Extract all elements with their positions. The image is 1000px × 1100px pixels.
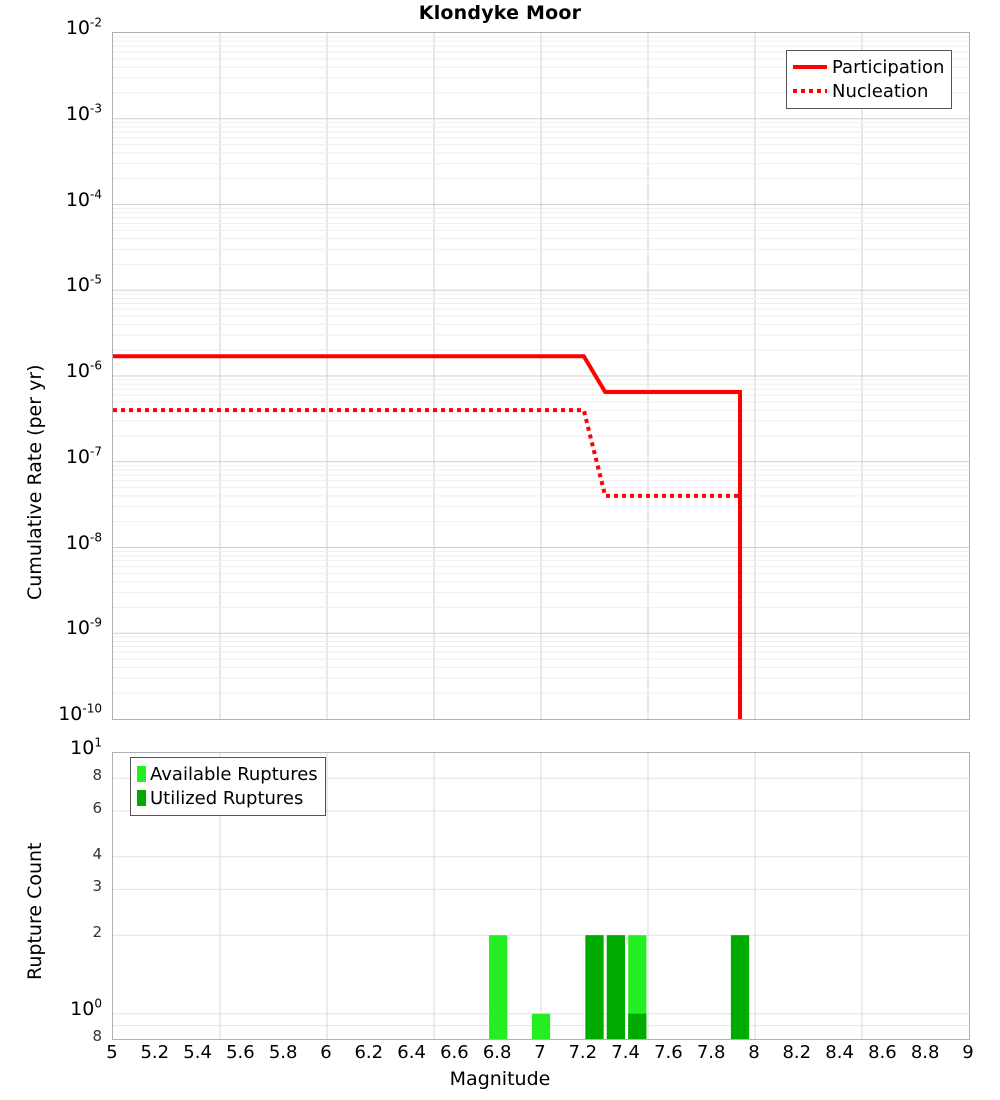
- y-tick-label: 10-4: [65, 187, 102, 211]
- top-plot-legend: Participation Nucleation: [786, 50, 953, 109]
- available-rupture-bar: [489, 935, 508, 1039]
- y-tick-label: 10-9: [65, 615, 102, 640]
- x-tick-label: 7.2: [568, 1042, 598, 1063]
- color-swatch-icon: [137, 766, 146, 782]
- x-tick-label: 5.4: [183, 1042, 212, 1063]
- y-tick-label: 3: [92, 877, 102, 896]
- y-tick-label: 10-3: [65, 101, 102, 125]
- x-axis-label: Magnitude: [449, 1068, 551, 1090]
- x-tick-label: 5: [106, 1042, 118, 1063]
- legend-label: Utilized Ruptures: [150, 787, 304, 809]
- utilized-rupture-bar: [606, 935, 625, 1039]
- legend-item: Nucleation: [793, 79, 944, 103]
- utilized-rupture-bar: [628, 1013, 647, 1039]
- x-tick-label: 6.2: [354, 1042, 384, 1063]
- y-tick-label: 10-2: [65, 15, 102, 39]
- y-tick-label: 2: [92, 923, 102, 942]
- top-plot-gridlines: [113, 33, 969, 719]
- x-tick-label: 7: [534, 1042, 546, 1063]
- series-participation: [113, 354, 743, 719]
- x-tick-label: 7.6: [654, 1042, 683, 1063]
- bottom-plot-legend: Available Ruptures Utilized Ruptures: [130, 757, 326, 816]
- x-tick-label: 5.6: [226, 1042, 255, 1063]
- dotted-line-swatch-icon: [793, 82, 827, 100]
- x-tick-label: 7.8: [696, 1042, 726, 1063]
- solid-line-swatch-icon: [793, 58, 827, 76]
- bottom-plot-bars: [489, 935, 750, 1039]
- y-tick-label: 10-10: [58, 701, 102, 725]
- top-plot-curves: [113, 354, 743, 719]
- legend-item: Utilized Ruptures: [137, 786, 318, 810]
- x-tick-label: 6.6: [440, 1042, 469, 1063]
- y-tick-label: 10-7: [65, 444, 102, 468]
- x-tick-label: 6.8: [482, 1042, 512, 1063]
- top-plot-y-axis-label: Cumulative Rate (per yr): [24, 364, 46, 600]
- legend-item: Participation: [793, 55, 944, 79]
- y-tick-label: 10-8: [65, 530, 102, 554]
- x-tick-label: 8.8: [910, 1042, 940, 1063]
- x-tick-label: 8.4: [825, 1042, 854, 1063]
- cumulative-rate-plot: [112, 32, 970, 720]
- legend-label: Participation: [832, 56, 945, 78]
- y-tick-label: 10-6: [65, 358, 102, 382]
- x-tick-label: 8: [748, 1042, 760, 1063]
- utilized-rupture-bar: [730, 935, 750, 1039]
- legend-label: Available Ruptures: [150, 763, 318, 785]
- y-tick-label: 100: [70, 996, 102, 1020]
- y-tick-label: 4: [92, 844, 102, 863]
- utilized-rupture-bar: [585, 935, 604, 1039]
- y-tick-label: 8: [92, 1027, 102, 1045]
- chart-title: Klondyke Moor: [418, 2, 582, 24]
- available-rupture-bar: [628, 935, 647, 1039]
- y-tick-label: 10-5: [65, 272, 102, 297]
- x-tick-label: 5.2: [140, 1042, 170, 1063]
- x-tick-label: 7.4: [611, 1042, 640, 1063]
- y-tick-label: 101: [70, 735, 102, 759]
- available-rupture-bar: [531, 1013, 551, 1039]
- x-tick-label: 8.2: [782, 1042, 812, 1063]
- y-tick-label: 8: [92, 766, 102, 785]
- x-tick-label: 9: [962, 1042, 974, 1063]
- color-swatch-icon: [137, 790, 146, 806]
- series-nucleation: [113, 408, 743, 719]
- x-tick-label: 5.8: [268, 1042, 298, 1063]
- x-tick-label: 6.4: [397, 1042, 426, 1063]
- legend-label: Nucleation: [832, 80, 929, 102]
- legend-item: Available Ruptures: [137, 762, 318, 786]
- x-tick-label: 6: [320, 1042, 332, 1063]
- y-tick-label: 6: [92, 798, 102, 817]
- x-tick-label: 8.6: [868, 1042, 897, 1063]
- bottom-plot-y-axis-label: Rupture Count: [24, 842, 46, 981]
